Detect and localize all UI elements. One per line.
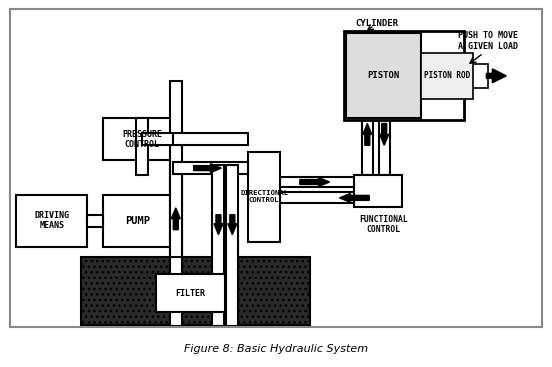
Bar [227, 241, 238, 326]
Bar [280, 177, 389, 188]
Bar [156, 274, 225, 312]
FancyArrow shape [380, 123, 389, 145]
FancyArrow shape [300, 178, 330, 186]
Bar [16, 195, 87, 247]
Bar [142, 133, 173, 145]
Bar [379, 61, 390, 175]
Bar [362, 61, 373, 175]
Text: CYLINDER: CYLINDER [355, 19, 399, 28]
Text: PUSH TO MOVE
A GIVEN LOAD: PUSH TO MOVE A GIVEN LOAD [458, 31, 518, 51]
Bar [213, 241, 224, 326]
Text: FUNCTIONAL
CONTROL: FUNCTIONAL CONTROL [359, 215, 407, 234]
Bar [226, 165, 238, 326]
Text: PRESSURE
CONTROL: PRESSURE CONTROL [122, 130, 162, 149]
FancyArrow shape [363, 123, 371, 145]
Bar [82, 257, 310, 325]
FancyArrow shape [171, 208, 181, 230]
Bar [136, 119, 148, 175]
Bar [173, 162, 248, 174]
Text: PUMP: PUMP [125, 216, 151, 226]
FancyArrow shape [214, 215, 223, 235]
Bar [173, 133, 248, 145]
Bar [248, 152, 280, 241]
Bar [347, 33, 421, 119]
FancyArrow shape [339, 193, 369, 202]
Text: Figure 8: Basic Hydraulic System: Figure 8: Basic Hydraulic System [184, 344, 368, 354]
Bar [103, 119, 181, 160]
Text: DRIVING
MEANS: DRIVING MEANS [34, 211, 69, 230]
Text: DIRECTIONAL
CONTROL: DIRECTIONAL CONTROL [240, 190, 288, 203]
FancyArrow shape [486, 69, 506, 83]
Bar [170, 81, 182, 257]
Text: PISTON: PISTON [368, 71, 400, 80]
Bar [170, 165, 182, 326]
Bar [280, 192, 389, 203]
Bar [354, 175, 402, 207]
Bar [213, 165, 225, 326]
Text: PISTON ROD: PISTON ROD [424, 71, 470, 80]
Bar [10, 9, 542, 327]
Bar [464, 64, 489, 88]
Bar [421, 53, 474, 99]
FancyArrow shape [194, 164, 221, 172]
Text: FILTER: FILTER [176, 289, 206, 298]
FancyArrow shape [228, 215, 237, 235]
Bar [344, 31, 464, 120]
Bar [103, 195, 173, 247]
Bar [87, 215, 103, 227]
